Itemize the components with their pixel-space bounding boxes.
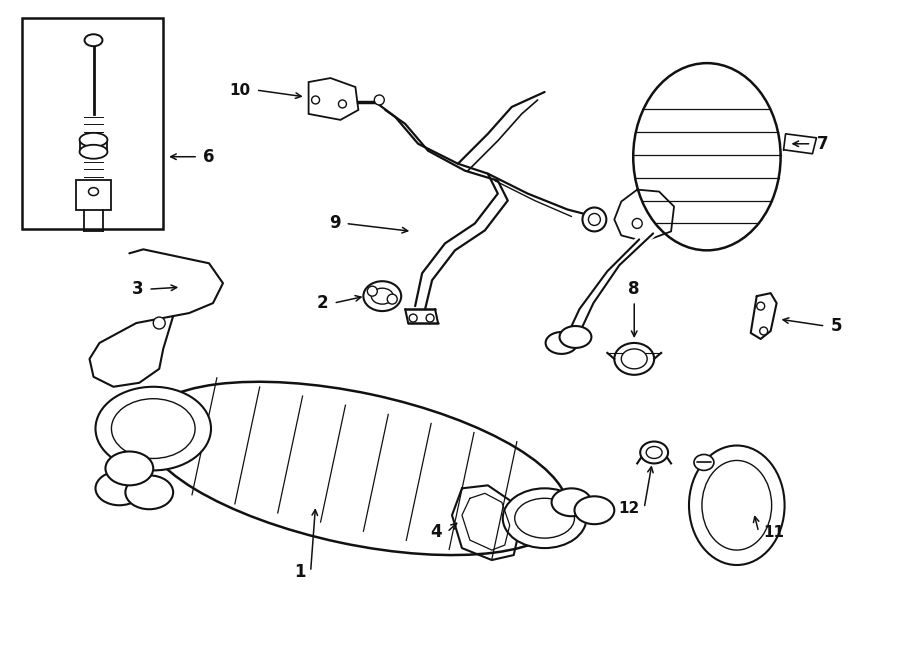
Text: 8: 8 bbox=[628, 280, 640, 298]
Text: 6: 6 bbox=[203, 147, 214, 166]
Ellipse shape bbox=[387, 294, 397, 304]
Ellipse shape bbox=[143, 382, 568, 555]
Ellipse shape bbox=[574, 496, 615, 524]
Ellipse shape bbox=[515, 498, 574, 538]
Text: 4: 4 bbox=[430, 523, 442, 541]
Ellipse shape bbox=[689, 446, 785, 565]
Ellipse shape bbox=[125, 475, 173, 509]
Ellipse shape bbox=[85, 34, 103, 46]
Text: 7: 7 bbox=[816, 135, 828, 153]
Ellipse shape bbox=[615, 343, 654, 375]
Ellipse shape bbox=[374, 95, 384, 105]
Ellipse shape bbox=[582, 208, 607, 231]
Ellipse shape bbox=[88, 188, 98, 196]
Text: 2: 2 bbox=[317, 294, 328, 312]
Text: 3: 3 bbox=[131, 280, 143, 298]
Ellipse shape bbox=[646, 447, 662, 459]
Ellipse shape bbox=[632, 219, 643, 229]
Ellipse shape bbox=[105, 451, 153, 485]
Ellipse shape bbox=[621, 349, 647, 369]
Ellipse shape bbox=[95, 387, 211, 471]
Ellipse shape bbox=[410, 314, 417, 322]
Text: 10: 10 bbox=[230, 83, 251, 98]
Ellipse shape bbox=[552, 488, 591, 516]
Ellipse shape bbox=[95, 471, 143, 505]
Ellipse shape bbox=[153, 317, 166, 329]
Ellipse shape bbox=[694, 455, 714, 471]
Ellipse shape bbox=[367, 286, 377, 296]
Ellipse shape bbox=[560, 326, 591, 348]
Ellipse shape bbox=[503, 488, 587, 548]
Ellipse shape bbox=[112, 399, 195, 459]
Ellipse shape bbox=[760, 327, 768, 335]
Ellipse shape bbox=[311, 96, 320, 104]
Ellipse shape bbox=[372, 288, 393, 304]
Ellipse shape bbox=[634, 63, 780, 251]
Ellipse shape bbox=[545, 332, 578, 354]
Bar bbox=[22, 19, 163, 229]
Ellipse shape bbox=[338, 100, 346, 108]
Ellipse shape bbox=[589, 214, 600, 225]
Text: 11: 11 bbox=[764, 525, 785, 539]
Text: 5: 5 bbox=[831, 317, 842, 335]
Text: 12: 12 bbox=[618, 501, 639, 516]
Ellipse shape bbox=[757, 302, 765, 310]
Ellipse shape bbox=[640, 442, 668, 463]
Text: 1: 1 bbox=[294, 563, 306, 581]
Polygon shape bbox=[309, 78, 358, 120]
Ellipse shape bbox=[364, 281, 401, 311]
Ellipse shape bbox=[702, 461, 771, 550]
Bar bbox=[76, 180, 112, 210]
Text: 9: 9 bbox=[328, 214, 340, 233]
Ellipse shape bbox=[79, 133, 107, 147]
Ellipse shape bbox=[426, 314, 434, 322]
Ellipse shape bbox=[79, 145, 107, 159]
